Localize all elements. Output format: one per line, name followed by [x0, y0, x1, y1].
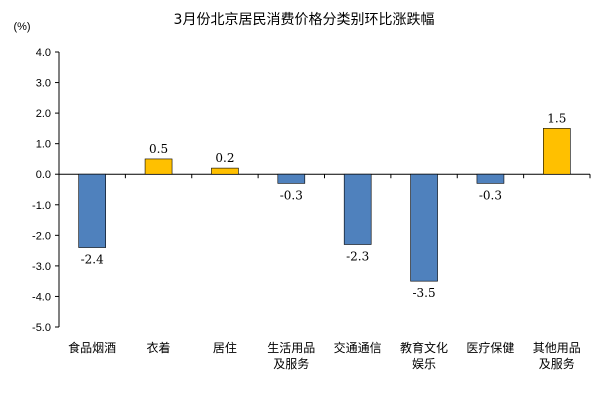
- y-tick-label: -4.0: [32, 291, 51, 303]
- category-label: 食品烟酒: [68, 340, 116, 355]
- bar: [144, 158, 173, 175]
- y-axis-unit-label: (%): [13, 21, 30, 33]
- category-label: 教育文化: [400, 340, 448, 355]
- bar: [543, 128, 571, 175]
- bar: [343, 173, 372, 245]
- category-label: 衣着: [147, 340, 171, 355]
- y-tick-label: -2.0: [32, 230, 51, 242]
- data-label: -2.4: [81, 253, 105, 267]
- data-label: -0.3: [479, 188, 502, 202]
- y-tick-label: 2.0: [36, 108, 51, 120]
- y-tick-label: 3.0: [36, 78, 51, 90]
- category-label: 及服务: [273, 356, 309, 371]
- bar: [476, 173, 505, 184]
- category-label: 其他用品: [533, 341, 581, 355]
- bar: [78, 173, 106, 248]
- y-tick-label: -1.0: [32, 200, 51, 212]
- plot-area: 4.0 3.0 2.0 1.0 0.0 -1.0 -2.0 -3.0 -4.0 -5.0 -2.4 0…: [32, 47, 591, 371]
- bar: [211, 167, 239, 175]
- data-label: 0.2: [215, 151, 234, 165]
- category-label: 医疗保健: [466, 341, 514, 355]
- y-tick-label: -5.0: [32, 322, 51, 334]
- category-label: 交通通信: [334, 340, 382, 355]
- category-label: 生活用品: [267, 341, 315, 355]
- data-label: -0.3: [280, 188, 303, 202]
- y-tick-label: -3.0: [32, 261, 51, 273]
- bar: [277, 173, 306, 184]
- category-label: 及服务: [539, 356, 575, 371]
- y-tick-label: 1.0: [36, 139, 51, 151]
- data-label: -2.3: [346, 250, 369, 264]
- category-label: 居住: [213, 341, 237, 355]
- category-label: 娱乐: [412, 357, 436, 371]
- bar: [410, 173, 438, 282]
- data-label: 0.5: [149, 142, 168, 156]
- data-label: -3.5: [412, 286, 435, 300]
- data-label: 1.5: [547, 111, 566, 125]
- y-tick-label: 0.0: [36, 169, 51, 181]
- y-tick-label: 4.0: [36, 47, 51, 59]
- chart-title: 3月份北京居民消费价格分类别环比涨跌幅: [174, 12, 435, 28]
